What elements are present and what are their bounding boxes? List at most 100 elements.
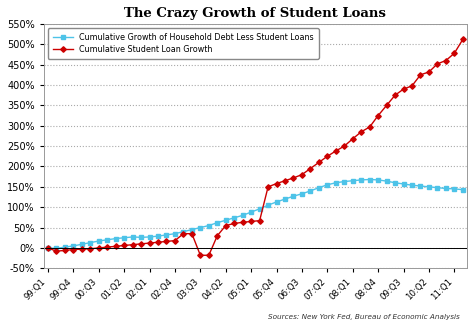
Line: Cumulative Student Loan Growth: Cumulative Student Loan Growth [46, 37, 465, 257]
Cumulative Student Loan Growth [316, 160, 322, 164]
Cumulative Student Loan Growth [401, 87, 406, 91]
Cumulative Student Loan Growth [443, 59, 449, 62]
Cumulative Growth of Household Debt Less Student Loans [341, 180, 347, 184]
Cumulative Growth of Household Debt Less Student Loans [198, 226, 203, 230]
Line: Cumulative Growth of Household Debt Less Student Loans: Cumulative Growth of Household Debt Less… [46, 177, 465, 250]
Cumulative Growth of Household Debt Less Student Loans [96, 239, 101, 243]
Cumulative Student Loan Growth [248, 220, 254, 223]
Cumulative Growth of Household Debt Less Student Loans [138, 235, 144, 239]
Cumulative Student Loan Growth [299, 173, 305, 176]
Cumulative Growth of Household Debt Less Student Loans [316, 186, 322, 190]
Cumulative Student Loan Growth [341, 144, 347, 148]
Cumulative Growth of Household Debt Less Student Loans [214, 221, 220, 225]
Cumulative Student Loan Growth [96, 246, 101, 250]
Cumulative Growth of Household Debt Less Student Loans [384, 179, 390, 183]
Cumulative Growth of Household Debt Less Student Loans [443, 186, 449, 190]
Cumulative Student Loan Growth [130, 243, 136, 247]
Cumulative Student Loan Growth [138, 242, 144, 246]
Cumulative Growth of Household Debt Less Student Loans [265, 203, 271, 207]
Cumulative Student Loan Growth [214, 234, 220, 238]
Cumulative Growth of Household Debt Less Student Loans [79, 242, 85, 246]
Cumulative Growth of Household Debt Less Student Loans [333, 181, 338, 185]
Legend: Cumulative Growth of Household Debt Less Student Loans, Cumulative Student Loan : Cumulative Growth of Household Debt Less… [48, 28, 319, 59]
Cumulative Student Loan Growth [265, 185, 271, 189]
Cumulative Growth of Household Debt Less Student Loans [45, 246, 51, 250]
Cumulative Student Loan Growth [121, 243, 127, 247]
Cumulative Student Loan Growth [189, 232, 195, 236]
Cumulative Growth of Household Debt Less Student Loans [172, 232, 178, 236]
Cumulative Student Loan Growth [62, 249, 68, 252]
Cumulative Student Loan Growth [384, 103, 390, 107]
Cumulative Student Loan Growth [460, 37, 465, 41]
Cumulative Student Loan Growth [104, 245, 110, 249]
Cumulative Growth of Household Debt Less Student Loans [257, 207, 263, 211]
Cumulative Student Loan Growth [181, 232, 186, 236]
Cumulative Student Loan Growth [164, 240, 169, 243]
Cumulative Growth of Household Debt Less Student Loans [299, 192, 305, 196]
Cumulative Student Loan Growth [54, 249, 59, 253]
Cumulative Student Loan Growth [240, 220, 246, 224]
Cumulative Growth of Household Debt Less Student Loans [452, 187, 457, 191]
Cumulative Student Loan Growth [87, 247, 93, 251]
Cumulative Growth of Household Debt Less Student Loans [240, 213, 246, 217]
Cumulative Growth of Household Debt Less Student Loans [121, 236, 127, 240]
Cumulative Student Loan Growth [231, 222, 237, 225]
Cumulative Student Loan Growth [71, 248, 76, 251]
Cumulative Growth of Household Debt Less Student Loans [113, 237, 118, 241]
Cumulative Growth of Household Debt Less Student Loans [54, 246, 59, 250]
Cumulative Student Loan Growth [291, 176, 296, 180]
Cumulative Student Loan Growth [392, 93, 398, 97]
Cumulative Growth of Household Debt Less Student Loans [375, 178, 381, 182]
Cumulative Growth of Household Debt Less Student Loans [325, 183, 330, 187]
Cumulative Growth of Household Debt Less Student Loans [460, 188, 465, 192]
Cumulative Student Loan Growth [308, 166, 313, 170]
Cumulative Growth of Household Debt Less Student Loans [248, 210, 254, 214]
Cumulative Growth of Household Debt Less Student Loans [291, 194, 296, 198]
Text: Sources: New York Fed, Bureau of Economic Analysis: Sources: New York Fed, Bureau of Economi… [268, 314, 460, 320]
Cumulative Growth of Household Debt Less Student Loans [155, 234, 161, 238]
Cumulative Growth of Household Debt Less Student Loans [104, 238, 110, 242]
Cumulative Growth of Household Debt Less Student Loans [409, 183, 415, 187]
Cumulative Growth of Household Debt Less Student Loans [231, 216, 237, 220]
Cumulative Growth of Household Debt Less Student Loans [164, 233, 169, 237]
Cumulative Student Loan Growth [113, 244, 118, 248]
Cumulative Growth of Household Debt Less Student Loans [71, 244, 76, 248]
Cumulative Growth of Household Debt Less Student Loans [350, 179, 356, 183]
Cumulative Student Loan Growth [257, 219, 263, 223]
Title: The Crazy Growth of Student Loans: The Crazy Growth of Student Loans [125, 7, 386, 20]
Cumulative Growth of Household Debt Less Student Loans [358, 178, 364, 182]
Cumulative Student Loan Growth [198, 253, 203, 257]
Cumulative Student Loan Growth [147, 241, 153, 245]
Cumulative Growth of Household Debt Less Student Loans [435, 186, 440, 190]
Cumulative Student Loan Growth [155, 240, 161, 244]
Cumulative Growth of Household Debt Less Student Loans [401, 182, 406, 186]
Cumulative Growth of Household Debt Less Student Loans [392, 181, 398, 185]
Cumulative Growth of Household Debt Less Student Loans [282, 197, 288, 201]
Cumulative Student Loan Growth [452, 51, 457, 55]
Cumulative Growth of Household Debt Less Student Loans [62, 245, 68, 249]
Cumulative Student Loan Growth [418, 73, 423, 77]
Cumulative Growth of Household Debt Less Student Loans [367, 177, 373, 181]
Cumulative Growth of Household Debt Less Student Loans [223, 218, 228, 222]
Cumulative Student Loan Growth [350, 137, 356, 141]
Cumulative Growth of Household Debt Less Student Loans [189, 228, 195, 232]
Cumulative Growth of Household Debt Less Student Loans [308, 189, 313, 193]
Cumulative Growth of Household Debt Less Student Loans [206, 223, 212, 227]
Cumulative Growth of Household Debt Less Student Loans [130, 235, 136, 239]
Cumulative Student Loan Growth [333, 149, 338, 153]
Cumulative Growth of Household Debt Less Student Loans [426, 185, 432, 189]
Cumulative Growth of Household Debt Less Student Loans [418, 184, 423, 188]
Cumulative Student Loan Growth [435, 62, 440, 66]
Cumulative Growth of Household Debt Less Student Loans [181, 230, 186, 233]
Cumulative Student Loan Growth [409, 84, 415, 88]
Cumulative Student Loan Growth [273, 182, 279, 185]
Cumulative Student Loan Growth [426, 70, 432, 74]
Cumulative Growth of Household Debt Less Student Loans [147, 235, 153, 239]
Cumulative Student Loan Growth [79, 247, 85, 251]
Cumulative Student Loan Growth [206, 253, 212, 257]
Cumulative Student Loan Growth [325, 154, 330, 158]
Cumulative Student Loan Growth [172, 239, 178, 242]
Cumulative Student Loan Growth [223, 223, 228, 227]
Cumulative Student Loan Growth [45, 246, 51, 250]
Cumulative Student Loan Growth [282, 179, 288, 183]
